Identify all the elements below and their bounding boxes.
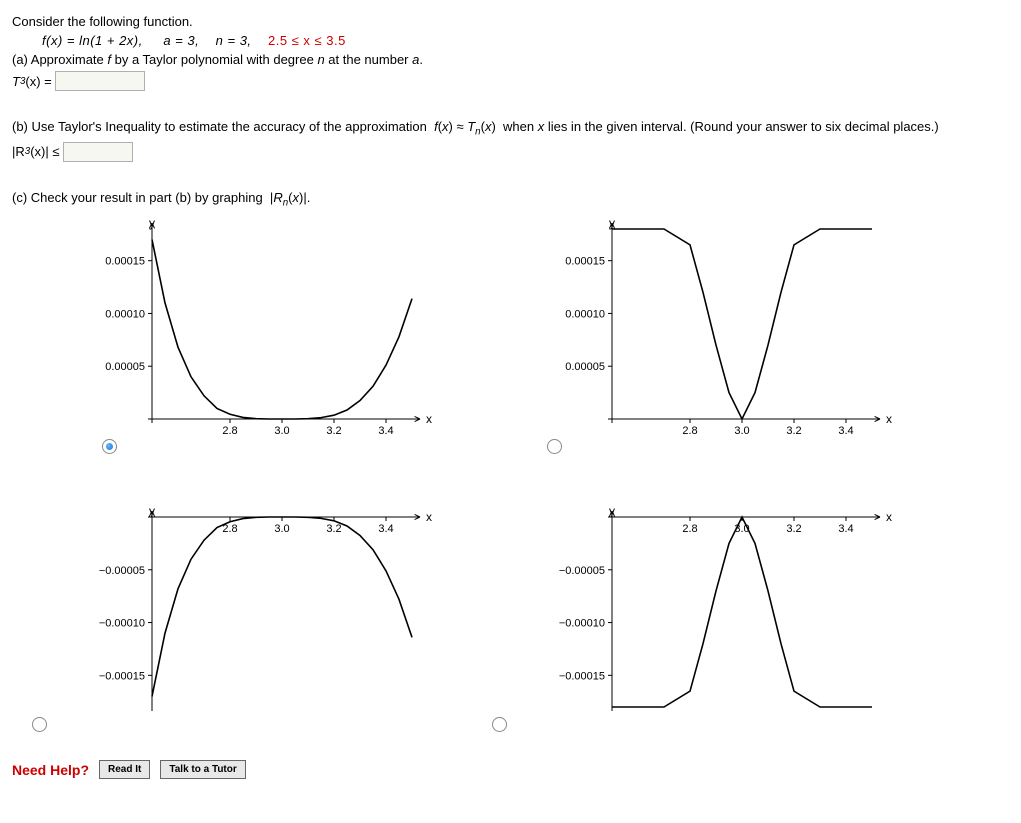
svg-text:0.00005: 0.00005 (105, 361, 145, 373)
svg-text:y: y (609, 504, 615, 518)
svg-text:x: x (426, 510, 432, 524)
fx-def: f(x) = ln(1 + 2x), (42, 33, 143, 48)
radio-top-right[interactable] (547, 439, 562, 454)
svg-text:−0.00010: −0.00010 (99, 618, 145, 630)
plot-bottom-right: yx−0.00005−0.00010−0.000152.83.03.23.4 (532, 502, 892, 732)
a-eq: a = 3, (163, 33, 199, 48)
plot-bottom-left: yx−0.00005−0.00010−0.000152.83.03.23.4 (72, 502, 432, 732)
option-bottom-left: yx−0.00005−0.00010−0.000152.83.03.23.4 (72, 502, 532, 742)
svg-text:3.2: 3.2 (786, 523, 801, 535)
svg-text:2.8: 2.8 (222, 425, 237, 437)
option-bottom-right: yx−0.00005−0.00010−0.000152.83.03.23.4 (532, 502, 992, 742)
svg-text:−0.00005: −0.00005 (99, 565, 145, 577)
t3-label-pre: T (12, 74, 20, 89)
svg-text:3.4: 3.4 (378, 425, 393, 437)
graph-grid: y x 0.00005 0.00010 0.00015 2.8 3.0 3.2 3.4 y x 0.… (72, 214, 1009, 742)
t3-label-post: (x) = (25, 74, 51, 89)
part-b-text: (b) Use Taylor's Inequality to estimate … (12, 119, 1009, 138)
r3-input[interactable] (63, 142, 133, 162)
svg-text:x: x (886, 510, 892, 524)
svg-text:3.0: 3.0 (274, 523, 289, 535)
n-eq: n = 3, (216, 33, 252, 48)
svg-text:2.8: 2.8 (682, 523, 697, 535)
t3-input[interactable] (55, 71, 145, 91)
svg-text:3.2: 3.2 (326, 425, 341, 437)
part-a-text: (a) Approximate f by a Taylor polynomial… (12, 52, 1009, 67)
part-c-text: (c) Check your result in part (b) by gra… (12, 190, 1009, 209)
svg-text:3.2: 3.2 (326, 523, 341, 535)
svg-text:2.8: 2.8 (682, 425, 697, 437)
t3-row: T3(x) = (12, 71, 1009, 91)
function-line: f(x) = ln(1 + 2x), a = 3, n = 3, 2.5 ≤ x… (42, 33, 1009, 48)
svg-text:3.4: 3.4 (838, 523, 853, 535)
svg-text:0.00015: 0.00015 (565, 256, 605, 268)
need-help-label: Need Help? (12, 762, 89, 778)
talk-tutor-button[interactable]: Talk to a Tutor (160, 760, 245, 779)
svg-text:−0.00015: −0.00015 (559, 671, 605, 683)
r3-row: |R3(x)| ≤ (12, 142, 1009, 162)
svg-text:y: y (149, 504, 155, 518)
question-intro: Consider the following function. (12, 14, 1009, 29)
svg-text:y: y (609, 216, 615, 230)
r3-label-pre: |R (12, 144, 25, 159)
svg-text:−0.00015: −0.00015 (99, 671, 145, 683)
radio-bottom-left[interactable] (32, 717, 47, 732)
read-it-button[interactable]: Read It (99, 760, 150, 779)
svg-text:0.00015: 0.00015 (105, 256, 145, 268)
svg-text:0.00010: 0.00010 (105, 309, 145, 321)
radio-checked-icon (106, 443, 113, 450)
svg-text:x: x (426, 412, 432, 426)
svg-text:x: x (886, 412, 892, 426)
option-top-left: y x 0.00005 0.00010 0.00015 2.8 3.0 3.2 3.4 (72, 214, 532, 474)
svg-text:−0.00005: −0.00005 (559, 565, 605, 577)
svg-text:0.00005: 0.00005 (565, 361, 605, 373)
svg-text:−0.00010: −0.00010 (559, 618, 605, 630)
svg-text:3.0: 3.0 (734, 425, 749, 437)
plot-top-left: y x 0.00005 0.00010 0.00015 2.8 3.0 3.2 3.4 (72, 214, 432, 444)
option-top-right: y x 0.00005 0.00010 0.00015 2.8 3.0 3.2 3.4 (532, 214, 992, 474)
need-help-row: Need Help? Read It Talk to a Tutor (12, 760, 1009, 779)
svg-text:y: y (149, 216, 155, 230)
plot-top-right: y x 0.00005 0.00010 0.00015 2.8 3.0 3.2 3.4 (532, 214, 892, 444)
r3-label-post: (x)| ≤ (30, 144, 59, 159)
interval: 2.5 ≤ x ≤ 3.5 (268, 33, 346, 48)
radio-top-left[interactable] (102, 439, 117, 454)
svg-text:3.0: 3.0 (274, 425, 289, 437)
svg-text:3.2: 3.2 (786, 425, 801, 437)
svg-text:0.00010: 0.00010 (565, 309, 605, 321)
svg-text:3.4: 3.4 (378, 523, 393, 535)
svg-text:3.4: 3.4 (838, 425, 853, 437)
